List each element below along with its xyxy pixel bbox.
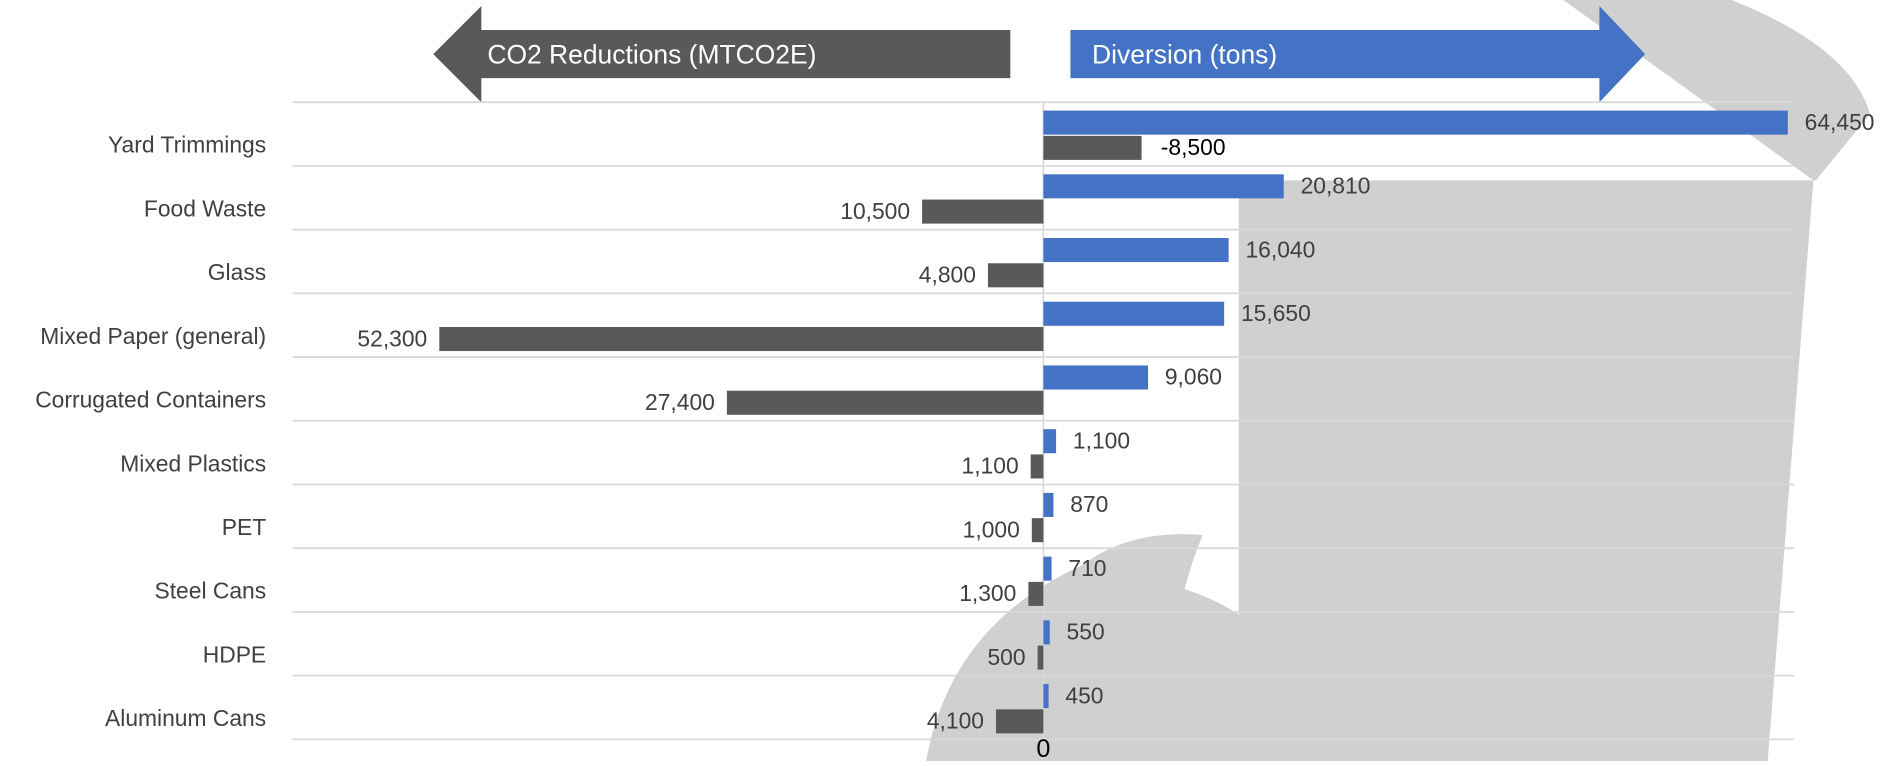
category-label: Glass	[208, 259, 266, 285]
co2-header: CO2 Reductions (MTCO2E)	[487, 39, 816, 69]
bar	[1043, 556, 1052, 581]
value-label: 10,500	[840, 198, 910, 224]
bar	[1031, 518, 1044, 543]
diversion-header-arrow	[1070, 6, 1646, 103]
value-label: 20,810	[1301, 173, 1371, 199]
value-label: 27,400	[645, 389, 715, 415]
bar	[439, 327, 1044, 352]
x-tick-label: 0	[1036, 735, 1050, 761]
bar	[726, 390, 1044, 415]
bar	[987, 263, 1044, 288]
category-label: Yard Trimmings	[108, 132, 266, 158]
bar	[1043, 620, 1050, 645]
value-label: 4,800	[919, 262, 976, 288]
bar	[1043, 429, 1057, 454]
category-label: Mixed Paper (general)	[40, 323, 266, 349]
value-label: 9,060	[1165, 364, 1222, 390]
bar	[1043, 365, 1149, 390]
value-label: 64,450	[1805, 109, 1875, 135]
value-label: 1,100	[962, 453, 1019, 479]
bar	[1043, 301, 1225, 326]
bar	[1030, 454, 1044, 479]
value-label: 4,100	[927, 708, 984, 734]
background-art	[926, 0, 1870, 761]
bar	[1043, 684, 1049, 709]
category-label: Corrugated Containers	[35, 387, 266, 413]
category-label: HDPE	[203, 641, 266, 667]
category-label: Mixed Plastics	[120, 450, 266, 476]
category-label: Aluminum Cans	[105, 705, 266, 731]
category-label: Steel Cans	[154, 578, 266, 604]
value-label: 1,300	[959, 580, 1016, 606]
value-label: 710	[1068, 555, 1106, 581]
value-label: 1,000	[963, 516, 1020, 542]
bar	[922, 199, 1044, 224]
value-label: -8,500	[1161, 134, 1226, 160]
bar	[1043, 492, 1054, 517]
bar	[1037, 645, 1044, 670]
value-label: 500	[987, 644, 1025, 670]
bin-shape	[1238, 0, 1870, 761]
bar	[1043, 238, 1229, 263]
category-label: Food Waste	[144, 195, 266, 221]
diversion-header: Diversion (tons)	[1092, 39, 1277, 69]
bar	[1043, 135, 1142, 160]
co2-header-arrow	[433, 6, 1011, 103]
value-label: 16,040	[1245, 236, 1315, 262]
value-label: 550	[1067, 619, 1105, 645]
bar	[1043, 110, 1788, 135]
value-label: 870	[1070, 491, 1108, 517]
value-label: 15,650	[1241, 300, 1311, 326]
bar	[1028, 581, 1044, 606]
value-label: 1,100	[1073, 427, 1130, 453]
bar	[1043, 174, 1284, 199]
bar	[996, 709, 1044, 734]
bag-shape	[926, 534, 1335, 761]
value-label: 52,300	[357, 325, 427, 351]
category-label: PET	[222, 514, 266, 540]
value-label: 450	[1065, 682, 1103, 708]
